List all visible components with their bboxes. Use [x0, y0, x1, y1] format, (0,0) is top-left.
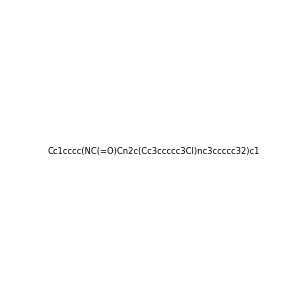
Text: Cc1cccc(NC(=O)Cn2c(Cc3ccccc3Cl)nc3ccccc32)c1: Cc1cccc(NC(=O)Cn2c(Cc3ccccc3Cl)nc3ccccc3… [48, 147, 260, 156]
